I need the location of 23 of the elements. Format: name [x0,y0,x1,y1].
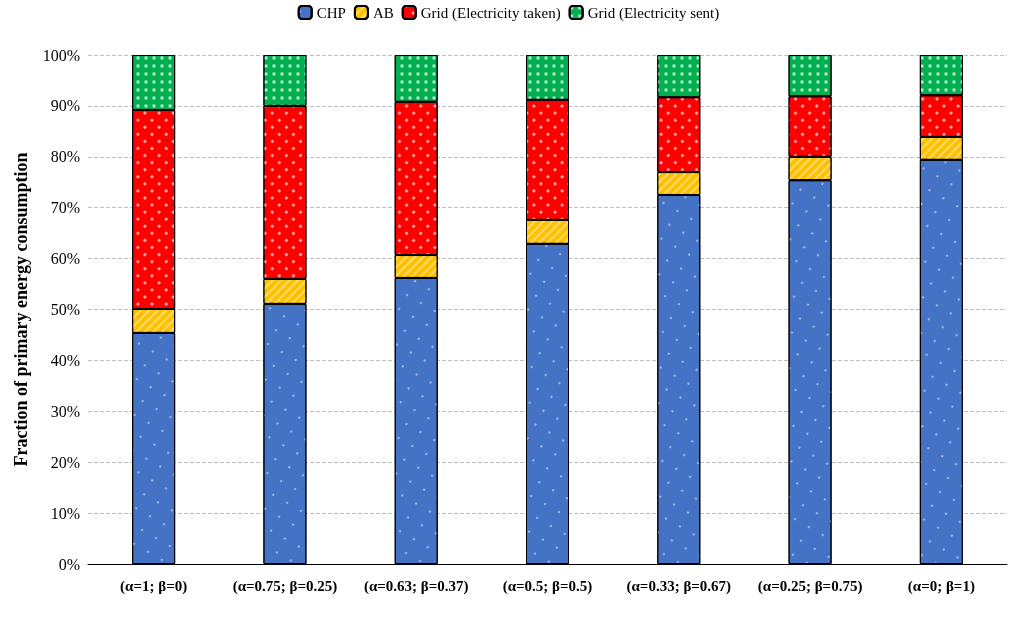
x-tick-label: (α=1; β=0) [120,578,188,595]
x-tick-label: (α=0.25; β=0.75) [757,578,863,595]
legend-label: CHP [316,4,346,21]
legend-label: Grid (Electricity taken) [420,4,561,22]
y-tick-label: 50% [50,301,80,318]
y-tick-label: 10% [50,504,80,522]
x-tick-label: (α=0.63; β=0.37) [363,578,469,595]
y-tick-label: 80% [50,148,80,166]
y-tick-label: 20% [50,453,80,471]
y-tick-label: 100% [42,46,80,64]
x-tick-label: (α=0.33; β=0.67) [626,578,732,595]
x-tick-label: (α=0.5; β=0.5) [502,578,593,595]
x-tick-label: (α=0; β=1) [907,578,975,595]
y-tick-label: 40% [50,351,80,369]
y-tick-label: 70% [50,199,80,217]
legend-label: AB [372,4,394,21]
y-tick-label: 30% [50,402,80,420]
legend-label: Grid (Electricity sent) [587,4,720,22]
y-axis-title: Fraction of primary energy consumption [11,152,31,467]
x-tick-label: (α=0.75; β=0.25) [232,578,338,595]
y-tick-label: 90% [50,97,80,115]
y-tick-label: 0% [58,555,80,573]
y-tick-label: 60% [50,250,80,268]
